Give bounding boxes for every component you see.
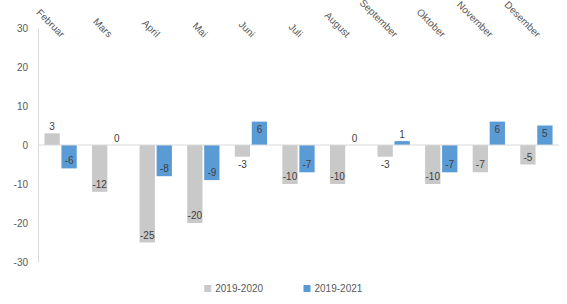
bar: [92, 145, 107, 192]
x-tick: Juni: [237, 19, 258, 40]
y-tick-label: -30: [14, 257, 29, 268]
data-label: -3: [381, 159, 390, 170]
bar: [61, 145, 76, 168]
y-tick: -10: [14, 179, 38, 190]
x-tick-label: November: [455, 0, 496, 40]
y-tick-label: 10: [17, 101, 29, 112]
bar: [378, 145, 393, 157]
bar: [235, 145, 250, 157]
legend: 2019-2020 2019-2021: [204, 283, 363, 294]
data-label: -12: [92, 179, 107, 190]
bar: [442, 145, 457, 172]
y-tick: 20: [17, 62, 38, 73]
x-tick: Desember: [502, 0, 543, 40]
data-label: -20: [188, 210, 203, 221]
data-label: -7: [303, 159, 312, 170]
legend-label: 2019-2020: [215, 283, 263, 294]
x-tick-label: Mars: [91, 16, 115, 40]
data-label: -7: [445, 159, 454, 170]
x-tick: Februar: [34, 7, 67, 40]
x-tick: April: [140, 17, 162, 39]
bar: [299, 145, 314, 172]
legend-label: 2019-2021: [315, 283, 363, 294]
data-label: 3: [49, 121, 55, 132]
x-tick: September: [358, 0, 401, 40]
bar: [204, 145, 219, 180]
bar: [44, 133, 59, 145]
chart: -30-20-1001020303-12-25-20-3-10-10-3-10-…: [0, 0, 567, 304]
bar: [425, 145, 440, 184]
bar: [330, 145, 345, 184]
bar: [490, 122, 505, 145]
y-tick: 10: [17, 101, 38, 112]
x-tick: November: [455, 0, 496, 40]
bar: [140, 145, 155, 243]
x-tick-label: September: [358, 0, 401, 40]
baseline: [38, 145, 559, 146]
data-label: 6: [257, 124, 263, 135]
y-tick: -30: [14, 257, 38, 268]
data-label: -10: [330, 171, 345, 182]
bar: [157, 145, 172, 176]
bars: [44, 122, 552, 243]
y-axis: -30 -20 -10 0 10 20 30: [14, 23, 39, 268]
bar: [520, 145, 535, 165]
bar: [252, 122, 267, 145]
data-label: -5: [523, 152, 532, 163]
x-tick-label: April: [140, 17, 162, 39]
y-tick-label: 0: [22, 140, 28, 151]
legend-swatch: [304, 285, 311, 292]
data-label: 0: [114, 133, 120, 144]
data-label: -10: [426, 171, 441, 182]
data-label: -25: [140, 230, 155, 241]
bar: [473, 145, 488, 172]
data-label: 0: [352, 133, 358, 144]
y-tick-label: 20: [17, 62, 29, 73]
x-tick: Mai: [191, 20, 210, 39]
legend-item: 2019-2021: [304, 283, 363, 294]
data-label: -6: [65, 155, 74, 166]
data-label: 5: [542, 128, 548, 139]
data-label: -9: [207, 167, 216, 178]
y-tick: 0: [22, 140, 38, 151]
bar: [395, 141, 410, 145]
y-tick-label: -20: [14, 218, 29, 229]
x-tick: Mars: [91, 16, 115, 40]
x-tick-label: Juli: [286, 21, 304, 39]
x-tick: August: [323, 10, 353, 40]
data-label: 6: [495, 124, 501, 135]
legend-item: 2019-2020: [204, 283, 263, 294]
y-tick-label: 30: [17, 23, 29, 34]
bar: [187, 145, 202, 223]
bar: [537, 126, 552, 146]
x-tick-label: Juni: [237, 19, 258, 40]
x-tick-label: Desember: [502, 0, 543, 40]
x-tick-label: Mai: [191, 20, 210, 39]
bar: [282, 145, 297, 184]
y-tick: 30: [17, 23, 38, 34]
y-tick-label: -10: [14, 179, 29, 190]
data-label: -8: [160, 163, 169, 174]
x-tick: Oktober: [415, 6, 448, 39]
data-label: -3: [238, 159, 247, 170]
x-tick-label: Februar: [34, 7, 67, 40]
data-label: 1: [399, 129, 405, 140]
x-axis: Februar Mars April Mai Juni Juli AugustSeptemb…: [34, 0, 543, 40]
data-labels: 3 -12 -25 -20 -3 -10 -10 -3 -10 -7 -5 -6 0 -8 -9 6 -7 0 1 -…: [49, 121, 548, 240]
legend-swatch: [204, 285, 211, 292]
data-label: -7: [476, 159, 485, 170]
x-tick-label: August: [323, 10, 353, 40]
x-tick-label: Oktober: [415, 6, 448, 39]
x-tick: Juli: [286, 21, 304, 39]
y-tick: -20: [14, 218, 38, 229]
data-label: -10: [283, 171, 298, 182]
